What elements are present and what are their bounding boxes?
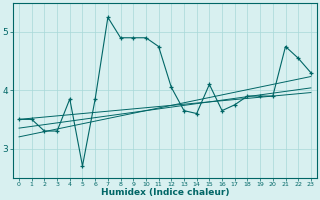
X-axis label: Humidex (Indice chaleur): Humidex (Indice chaleur) [101,188,229,197]
